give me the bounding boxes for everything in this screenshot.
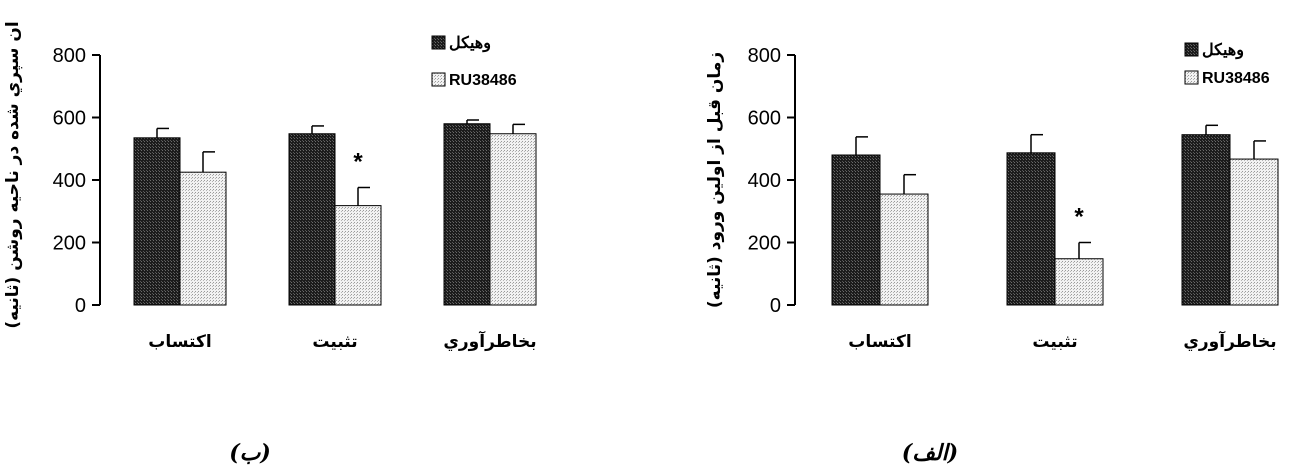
legend-swatch-ru38486	[431, 72, 446, 87]
bar-ru38486-2	[1229, 158, 1279, 306]
chart-panel-0: 0 200 400 600 800 ان سپري شده در ناحيه روشن (…	[3, 21, 537, 466]
x-category-label: بخاطرآوري	[443, 330, 536, 352]
x-category-label: اكتساب	[148, 332, 211, 352]
y-tick-label: 0	[75, 295, 86, 317]
legend-swatch-vehicle	[1184, 42, 1199, 57]
y-tick-label: 800	[53, 45, 86, 67]
x-category-label: تثبيت	[1032, 332, 1077, 352]
bar-vehicle-2	[443, 123, 491, 306]
bar-vehicle-2	[1181, 134, 1231, 306]
bar-vehicle-1	[1006, 152, 1056, 306]
y-axis-label: زمان قبل از اولين ورود (ثانيه)	[705, 52, 725, 308]
y-tick-label: 200	[748, 233, 781, 255]
bar-vehicle-0	[133, 137, 181, 306]
panel-label: (ب)	[229, 440, 271, 466]
x-category-label: اكتساب	[848, 332, 911, 352]
y-tick-label: 400	[53, 170, 86, 192]
bar-vehicle-1	[288, 133, 336, 306]
y-tick-label: 200	[53, 233, 86, 255]
y-tick-label: 600	[53, 108, 86, 130]
y-axis-label: ان سپري شده در ناحيه روشن (ثانيه)	[3, 21, 23, 328]
x-category-label: تثبيت	[312, 332, 357, 352]
legend-swatch-ru38486	[1184, 70, 1199, 85]
chart-panel-1: 0 200 400 600 800 زمان قبل از اولين ورود (ثان…	[705, 42, 1279, 466]
legend-label-ru38486: RU38486	[1202, 70, 1270, 87]
y-tick-label: 800	[748, 45, 781, 67]
legend-label-vehicle: وهيكل	[449, 35, 491, 53]
y-tick-label: 0	[770, 295, 781, 317]
bar-ru38486-0	[179, 171, 227, 306]
panel-label: (الف)	[902, 440, 958, 466]
bar-ru38486-2	[489, 133, 537, 306]
legend-label-vehicle: وهيكل	[1202, 42, 1244, 60]
legend-label-ru38486: RU38486	[449, 72, 517, 89]
y-tick-label: 600	[748, 108, 781, 130]
bar-ru38486-1	[334, 205, 382, 306]
legend-swatch-vehicle	[431, 35, 446, 50]
bar-vehicle-0	[831, 154, 881, 306]
significance-star: *	[1074, 204, 1084, 231]
x-category-label: بخاطرآوري	[1183, 330, 1276, 352]
bar-ru38486-0	[879, 193, 929, 306]
y-tick-label: 400	[748, 170, 781, 192]
significance-star: *	[353, 149, 363, 176]
bar-ru38486-1	[1054, 258, 1104, 306]
